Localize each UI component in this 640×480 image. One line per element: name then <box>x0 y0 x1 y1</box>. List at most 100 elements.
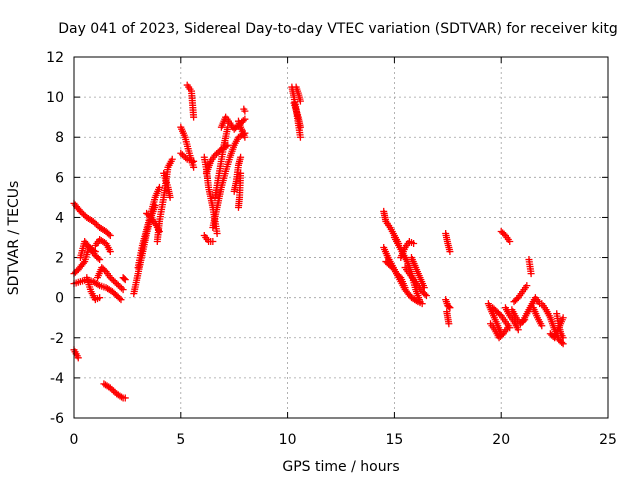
series-arc-i4 <box>497 227 514 246</box>
y-tick-label: 2 <box>55 251 64 267</box>
series-arc-f3 <box>292 83 304 105</box>
series-arc-e10 <box>240 105 249 115</box>
data-point <box>74 354 82 362</box>
data-point <box>118 284 126 292</box>
data-point <box>190 113 198 121</box>
plot-frame <box>73 56 609 419</box>
series-arc-a7 <box>91 236 114 256</box>
data-point <box>190 163 198 171</box>
data-point <box>89 217 97 225</box>
series-arc-a8 <box>93 264 127 294</box>
data-point <box>241 107 249 115</box>
x-tick-label: 10 <box>279 432 297 448</box>
data-point <box>121 276 129 284</box>
series-arc-i11 <box>538 300 567 348</box>
x-axis-label: GPS time / hours <box>282 459 399 475</box>
data-point <box>116 294 124 302</box>
data-point <box>110 277 118 285</box>
y-tick-label: 12 <box>46 50 64 66</box>
data-point <box>168 155 176 163</box>
series-arc-i10 <box>529 304 546 330</box>
data-point <box>106 274 114 282</box>
data-point <box>94 254 102 262</box>
data-point <box>241 115 249 123</box>
data-point <box>76 207 84 215</box>
x-tick-label: 20 <box>492 432 510 448</box>
data-point <box>506 324 514 332</box>
data-point <box>108 275 116 283</box>
data-point <box>190 157 198 165</box>
series-arc-h3 <box>443 308 453 328</box>
data-point <box>118 393 126 401</box>
data-point <box>120 275 128 283</box>
data-point <box>78 209 86 217</box>
data-point <box>94 281 102 289</box>
x-tick-label: 5 <box>176 432 185 448</box>
data-point <box>559 334 567 342</box>
data-point <box>121 394 129 402</box>
data-point <box>105 230 113 238</box>
data-point <box>445 303 453 311</box>
data-point <box>559 340 567 348</box>
data-point <box>108 385 116 393</box>
data-point <box>177 149 185 157</box>
data-point <box>241 133 249 141</box>
data-point <box>113 280 121 288</box>
axis-ticks: -6 -4 -2 0 2 4 6 8 10 12 0 5 10 15 20 25 <box>46 50 617 448</box>
data-point <box>116 283 124 291</box>
series-arc-g7 <box>407 254 428 292</box>
chart-title: Day 041 of 2023, Sidereal Day-to-day VTE… <box>58 21 618 37</box>
data-point <box>421 290 429 298</box>
data-point <box>110 387 118 395</box>
series-arc-h2 <box>442 296 454 312</box>
y-tick-label: 10 <box>46 90 64 106</box>
series-arc-g5 <box>397 238 418 262</box>
series-arc-i5 <box>501 304 522 334</box>
data-point <box>79 259 87 267</box>
y-tick-label: 6 <box>55 170 64 186</box>
data-point <box>237 153 245 161</box>
data-point <box>211 151 219 159</box>
data-point <box>117 296 125 304</box>
series-arc-d3 <box>183 81 198 121</box>
y-tick-label: -6 <box>50 411 64 427</box>
data-point <box>445 320 453 328</box>
data-point <box>296 97 304 105</box>
series-arc-d2 <box>177 149 198 165</box>
data-point <box>416 298 424 306</box>
data-point <box>92 220 100 228</box>
data-point <box>213 229 221 237</box>
data-point <box>178 151 186 159</box>
data-point <box>296 123 304 131</box>
data-point <box>80 210 88 218</box>
series-arc-b2 <box>119 274 129 284</box>
y-tick-label: -4 <box>50 371 64 387</box>
data-point <box>538 322 546 330</box>
data-point <box>106 248 114 256</box>
series-arc-c5 <box>160 169 174 201</box>
series-arc-h1 <box>442 229 454 256</box>
data-point <box>180 152 188 160</box>
data-point <box>166 193 174 201</box>
data-point <box>106 231 114 239</box>
data-point <box>527 270 535 278</box>
series-arc-e5 <box>211 123 232 201</box>
x-tick-label: 25 <box>599 432 617 448</box>
data-point <box>558 338 566 346</box>
series-arc-f1 <box>288 83 304 141</box>
series-arc-a6 <box>83 274 104 304</box>
data-point <box>296 133 304 141</box>
series-arc-a5 <box>76 238 104 264</box>
series-arc-e1 <box>200 231 217 246</box>
y-tick-label: 8 <box>55 130 64 146</box>
grid-lines <box>74 57 608 418</box>
data-points <box>70 81 567 402</box>
series-arc-i3 <box>489 304 514 332</box>
y-axis-label: SDTVAR / TECUs <box>6 181 22 296</box>
data-point <box>514 326 522 334</box>
series-arc-i7 <box>510 282 531 306</box>
data-point <box>91 219 99 227</box>
series-arc-g6 <box>401 264 430 300</box>
